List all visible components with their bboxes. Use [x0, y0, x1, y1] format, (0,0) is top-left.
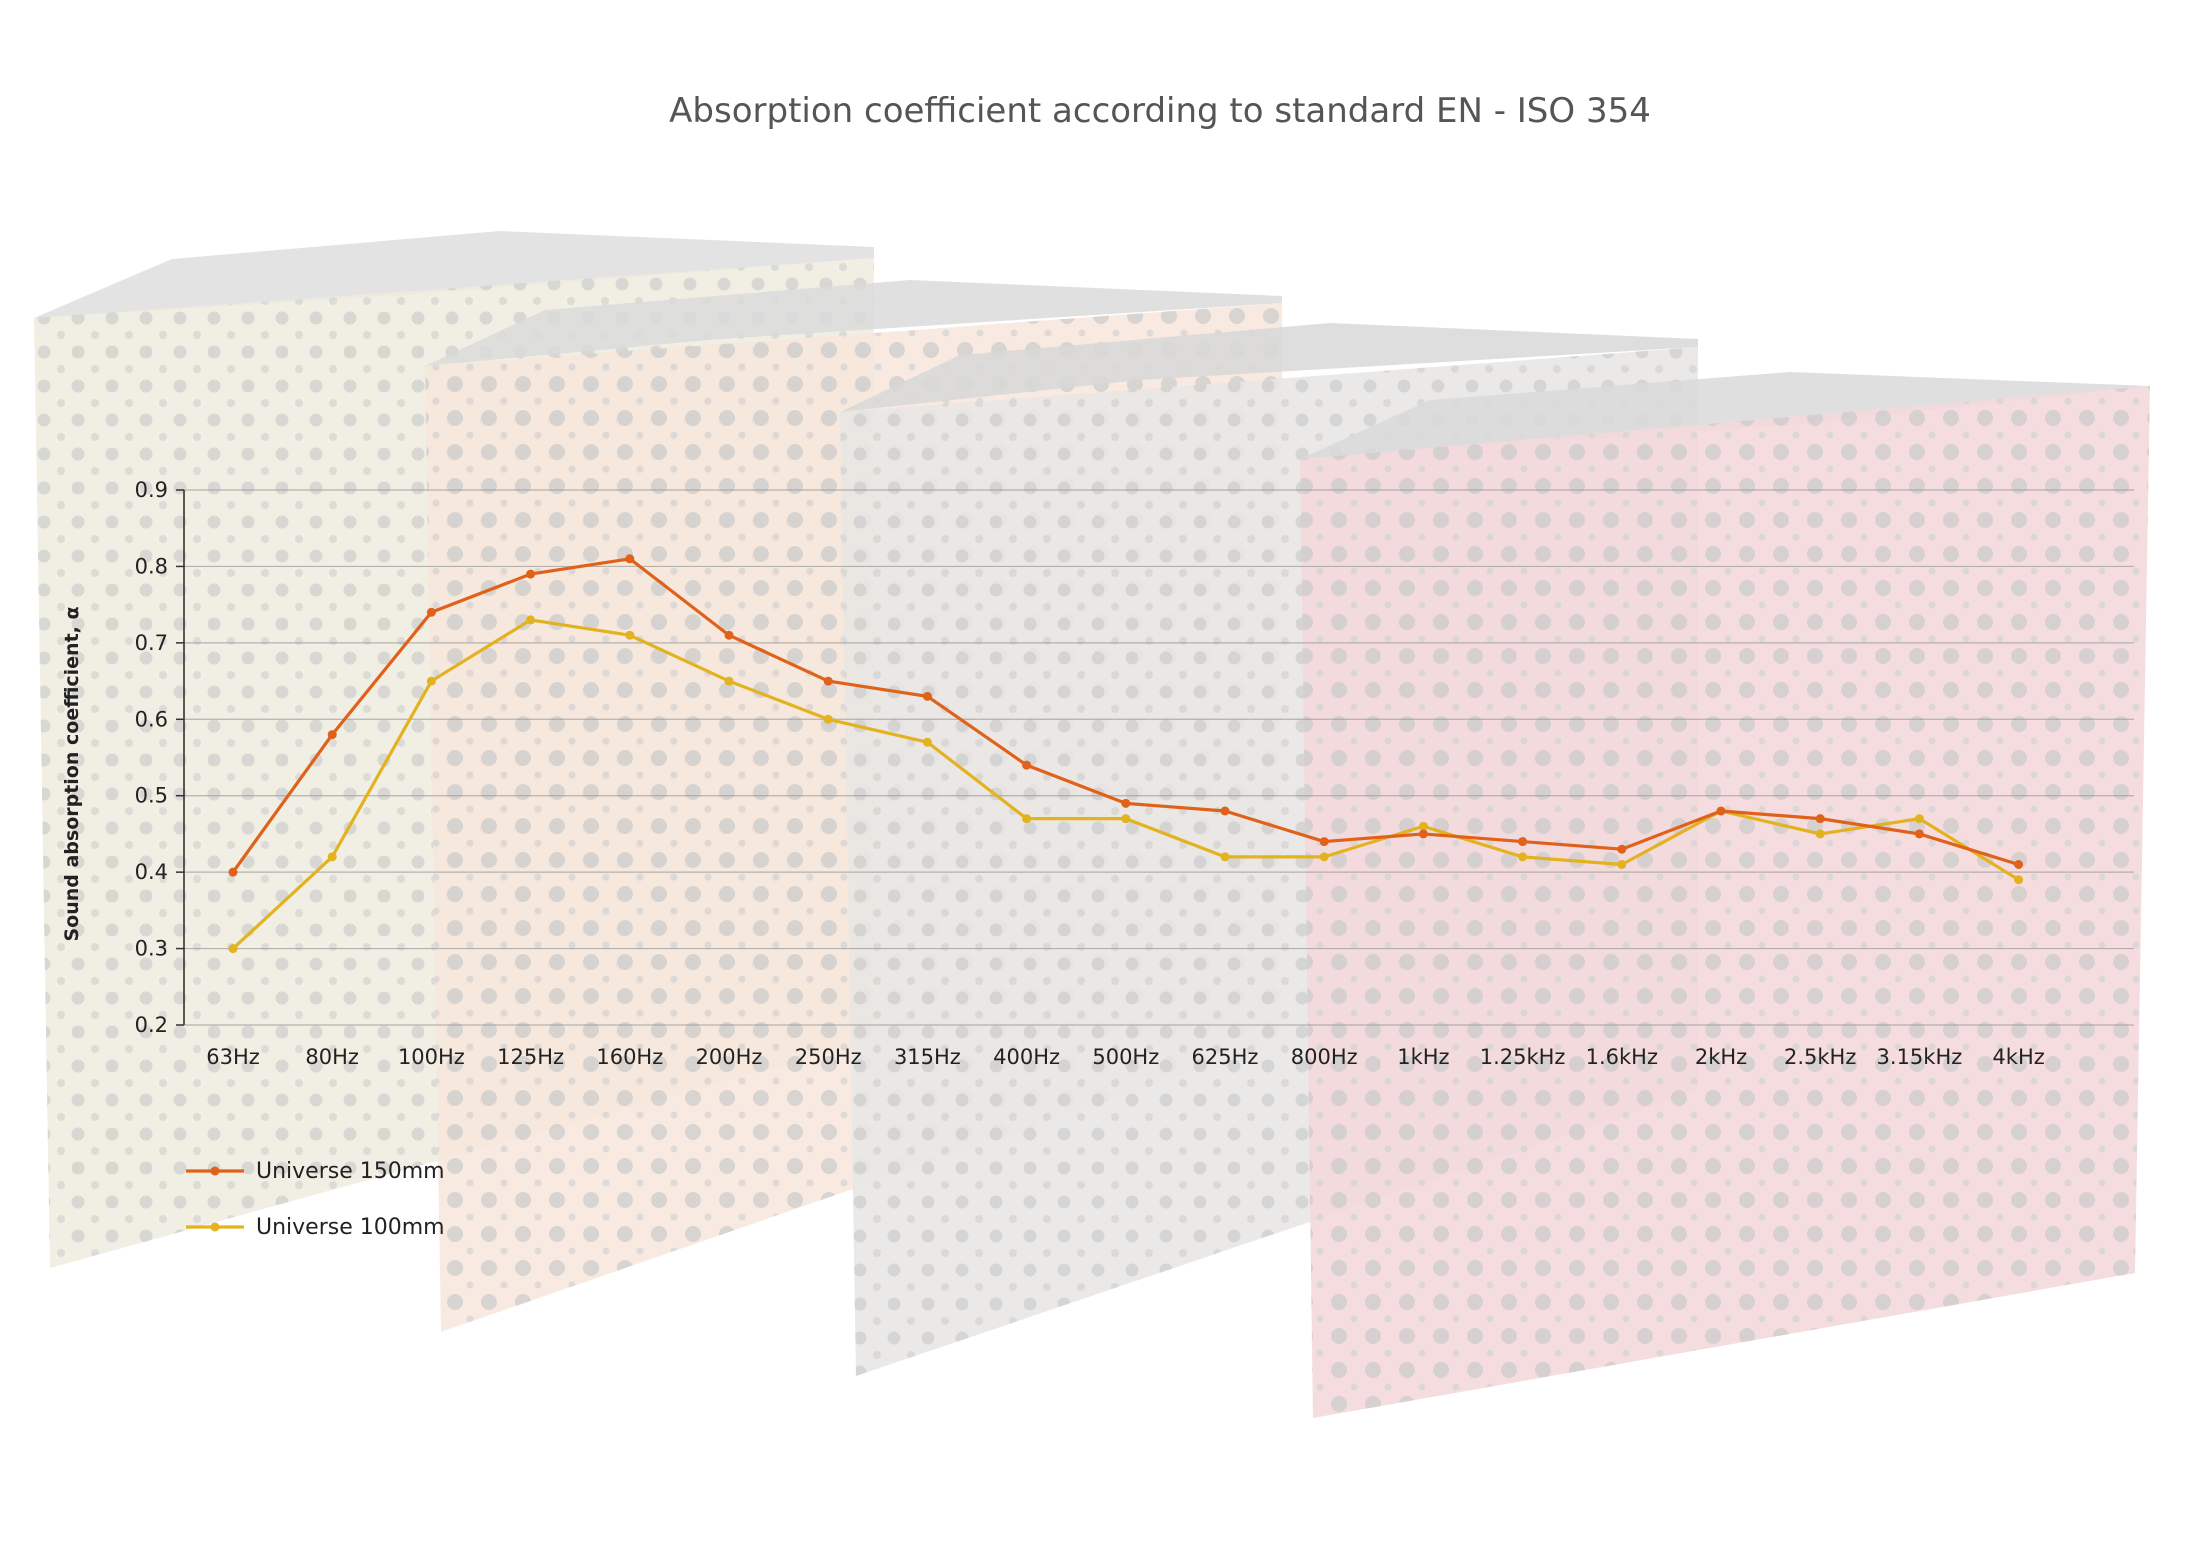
x-tick-label: 1.6kHz — [1586, 1045, 1658, 1069]
x-tick-label: 2.5kHz — [1784, 1045, 1856, 1069]
y-tick-label: 0.8 — [135, 554, 168, 578]
data-point — [1319, 852, 1329, 862]
panel-4-top — [1300, 372, 2150, 459]
data-point — [922, 691, 932, 701]
x-tick-label: 400Hz — [993, 1045, 1060, 1069]
data-point — [426, 607, 436, 617]
x-tick-label: 315Hz — [894, 1045, 961, 1069]
data-point — [426, 676, 436, 686]
data-point — [1914, 814, 1924, 824]
data-point — [327, 852, 337, 862]
data-point — [526, 569, 536, 579]
y-axis: 0.2 0.3 0.4 0.5 0.6 0.7 0.8 0.9 — [135, 478, 185, 1037]
panel-1-top — [34, 231, 874, 318]
y-tick-label: 0.4 — [135, 860, 168, 884]
data-point — [1617, 860, 1627, 869]
data-point — [1220, 806, 1230, 816]
data-point — [2014, 860, 2024, 869]
panel-3-top — [840, 323, 1698, 412]
data-point — [228, 867, 238, 877]
panel-2-top — [425, 280, 1282, 366]
y-tick-label: 0.5 — [135, 784, 168, 808]
data-point — [2014, 875, 2024, 885]
data-point — [228, 944, 238, 954]
data-point — [1815, 829, 1825, 839]
x-tick-label: 160Hz — [596, 1045, 663, 1069]
y-tick-label: 0.9 — [135, 478, 168, 502]
data-point — [823, 676, 833, 686]
legend-item: Universe 100mm — [186, 1215, 445, 1240]
x-tick-label: 1kHz — [1397, 1045, 1449, 1069]
y-tick-label: 0.2 — [135, 1013, 168, 1037]
data-point — [1418, 821, 1428, 831]
x-tick-label: 200Hz — [696, 1045, 763, 1069]
y-tick-label: 0.3 — [135, 937, 168, 961]
chart-title: Absorption coefficient according to stan… — [669, 91, 1651, 131]
data-point — [1319, 837, 1329, 847]
grid-lines — [184, 489, 2134, 1026]
x-tick-label: 100Hz — [398, 1045, 465, 1069]
legend: Universe 150mm Universe 100mm — [186, 1159, 445, 1240]
x-tick-label: 500Hz — [1092, 1045, 1159, 1069]
y-tick-label: 0.6 — [135, 707, 168, 731]
data-point — [327, 730, 337, 740]
data-point — [724, 676, 734, 686]
data-point — [1418, 829, 1428, 839]
x-tick-label: 3.15kHz — [1877, 1045, 1963, 1069]
series-layer — [228, 554, 2024, 954]
data-point — [1617, 844, 1627, 854]
data-point — [724, 630, 734, 640]
background-panels — [34, 231, 2150, 1418]
data-point — [922, 737, 932, 747]
x-tick-label: 4kHz — [1992, 1045, 2044, 1069]
legend-label: Universe 100mm — [256, 1215, 445, 1240]
x-tick-label: 63Hz — [206, 1045, 260, 1069]
y-axis-label: Sound absorption coefficient, α — [61, 606, 83, 941]
x-tick-label: 2kHz — [1695, 1045, 1747, 1069]
data-point — [1220, 852, 1230, 862]
legend-label: Universe 150mm — [256, 1159, 445, 1184]
x-axis-tick-labels: 63Hz 80Hz 100Hz 125Hz 160Hz 200Hz 250Hz 315Hz 40… — [206, 1045, 2045, 1069]
y-tick-label: 0.7 — [135, 631, 168, 655]
data-point — [625, 554, 635, 564]
data-point — [1022, 814, 1032, 824]
x-tick-label: 1.25kHz — [1480, 1045, 1566, 1069]
data-point — [1121, 814, 1131, 824]
legend-swatch-marker — [210, 1222, 220, 1232]
x-tick-label: 125Hz — [497, 1045, 564, 1069]
data-point — [625, 630, 635, 640]
data-point — [1121, 798, 1131, 808]
data-point — [823, 714, 833, 724]
series-0 — [228, 554, 2024, 877]
legend-item: Universe 150mm — [186, 1159, 445, 1184]
data-point — [1518, 837, 1528, 847]
data-point — [1518, 852, 1528, 862]
data-point — [1914, 829, 1924, 839]
data-point — [526, 615, 536, 625]
data-point — [1815, 814, 1825, 824]
legend-swatch-marker — [210, 1166, 220, 1176]
x-tick-label: 625Hz — [1192, 1045, 1259, 1069]
data-point — [1022, 760, 1032, 770]
x-tick-label: 250Hz — [795, 1045, 862, 1069]
x-tick-label: 800Hz — [1291, 1045, 1358, 1069]
x-tick-label: 80Hz — [305, 1045, 359, 1069]
data-point — [1716, 806, 1726, 816]
